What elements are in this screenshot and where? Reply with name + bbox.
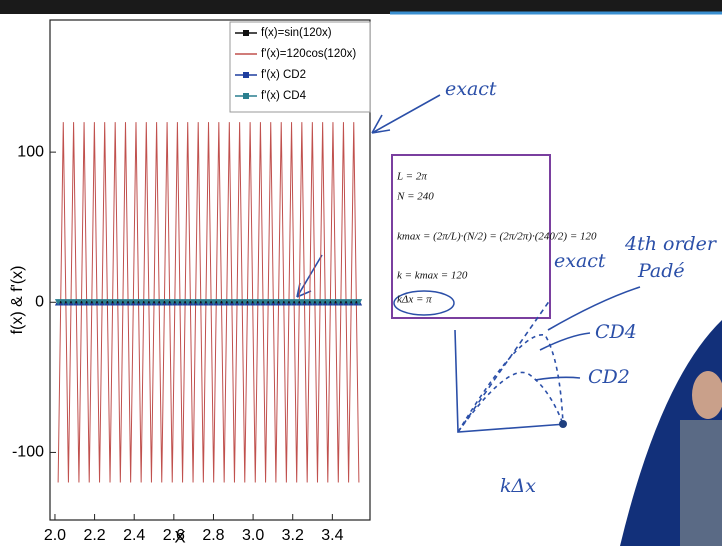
x-tick-label: 3.0 bbox=[242, 527, 264, 544]
y-tick-label: 0 bbox=[35, 294, 44, 311]
sketch-exact bbox=[458, 300, 550, 432]
y-axis-label: f(x) & f'(x) bbox=[9, 266, 26, 335]
formula-line: kΔx = π bbox=[397, 294, 432, 306]
annotation: 4th order bbox=[624, 233, 718, 255]
annotation: CD2 bbox=[588, 366, 630, 388]
annotation: CD4 bbox=[595, 321, 637, 343]
legend-label: f'(x) CD2 bbox=[261, 69, 306, 81]
sketch-point bbox=[559, 420, 567, 428]
legend-marker bbox=[243, 93, 249, 99]
x-tick-label: 2.8 bbox=[202, 527, 224, 544]
y-tick-label: 100 bbox=[17, 143, 44, 160]
legend-marker bbox=[243, 72, 249, 78]
page: X f(x) & f'(x) exact exact 4th order Pad… bbox=[0, 0, 722, 551]
formula-line: L = 2π bbox=[396, 171, 427, 183]
x-tick-label: 3.2 bbox=[282, 527, 304, 544]
presenter-body bbox=[680, 420, 722, 546]
x-tick-label: 2.4 bbox=[123, 527, 145, 544]
sketch-cd4 bbox=[458, 335, 563, 432]
annotation: exact bbox=[445, 78, 497, 100]
sketch-cd2 bbox=[458, 372, 563, 432]
screen: X f(x) & f'(x) exact exact 4th order Pad… bbox=[0, 0, 722, 546]
arrow-cd2 bbox=[535, 377, 580, 380]
annotation: exact bbox=[554, 250, 606, 272]
legend-marker bbox=[243, 30, 249, 36]
formula-line: N = 240 bbox=[396, 191, 434, 203]
x-tick-label: 2.0 bbox=[44, 527, 66, 544]
x-tick-label: 2.2 bbox=[83, 527, 105, 544]
legend-label: f'(x)=120cos(120x) bbox=[261, 48, 356, 60]
formula-line: k = kmax = 120 bbox=[397, 270, 468, 282]
x-tick-label: 2.6 bbox=[163, 527, 185, 544]
legend-label: f'(x) CD4 bbox=[261, 90, 307, 102]
formula-line: kmax = (2π/L)·(N/2) = (2π/2π)·(240/2) = … bbox=[397, 231, 597, 243]
arrow-exact bbox=[372, 95, 440, 133]
annotation: kΔx bbox=[500, 475, 536, 497]
arrow-cd4 bbox=[540, 333, 590, 350]
x-tick-label: 3.4 bbox=[321, 527, 343, 544]
annotation: Padé bbox=[637, 260, 685, 282]
y-tick-label: -100 bbox=[12, 444, 44, 461]
legend-label: f(x)=sin(120x) bbox=[261, 27, 332, 39]
